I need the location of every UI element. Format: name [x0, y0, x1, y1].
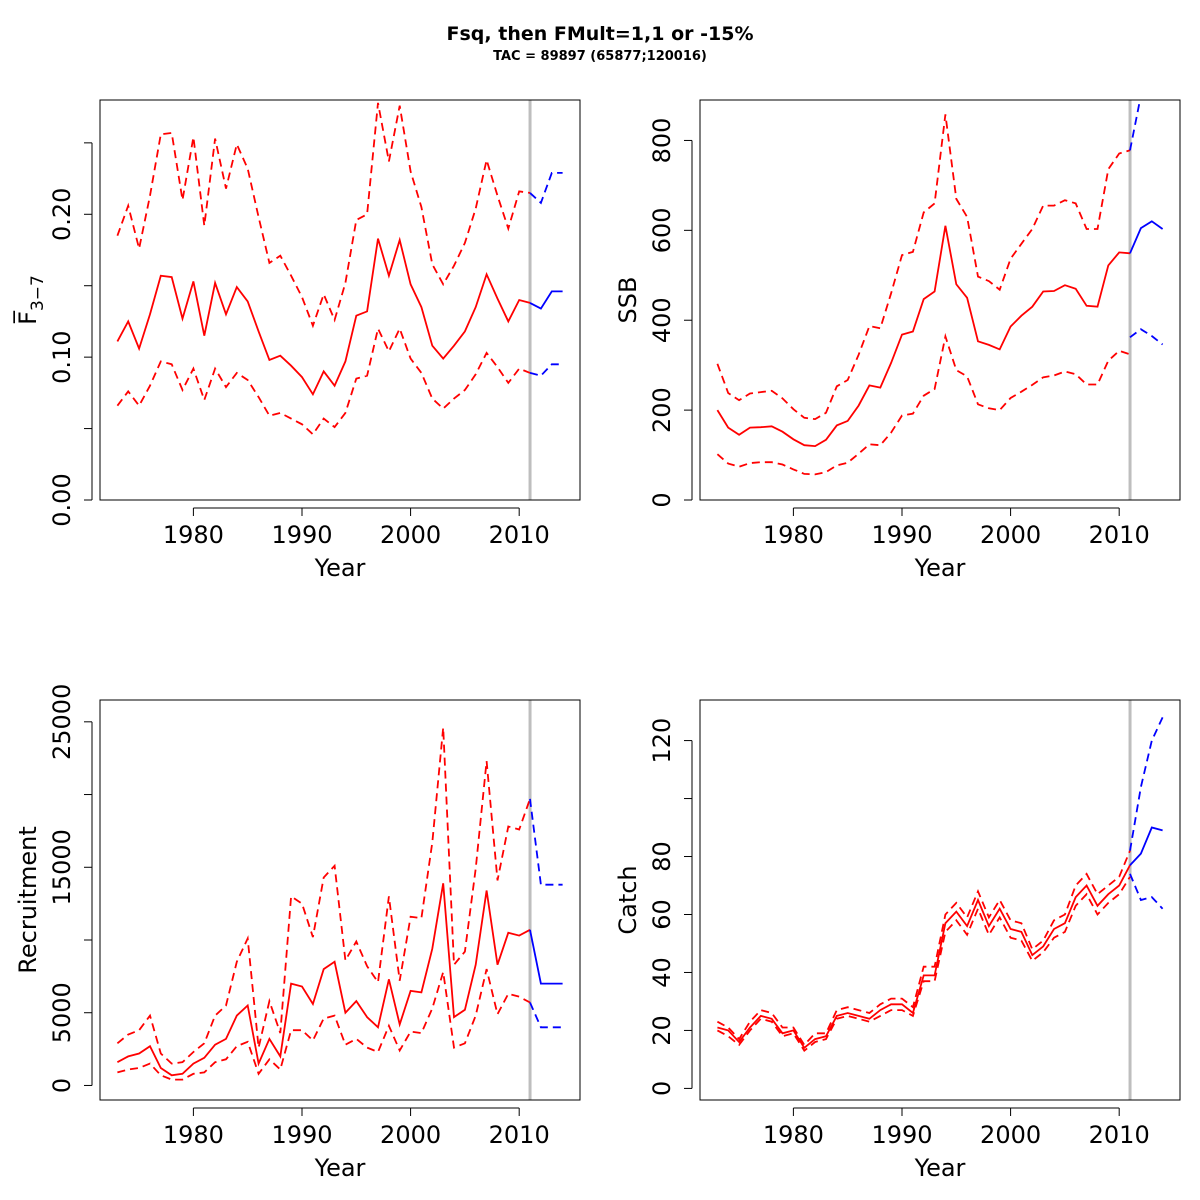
series-line-historic-lower: [716, 876, 1131, 1053]
x-axis-label: Year: [914, 1154, 966, 1182]
x-tick-label: 2010: [1089, 521, 1150, 549]
x-tick-label: 2010: [1089, 1121, 1150, 1149]
x-tick-label: 2000: [980, 521, 1041, 549]
series-line-historic-upper: [716, 114, 1131, 421]
x-tick-label: 1980: [763, 521, 824, 549]
y-axis-label: Recruitment: [14, 826, 42, 973]
series-line-historic-lower: [116, 325, 531, 436]
series-line-historic-mean: [716, 225, 1131, 448]
projection-line-projection-lower: [529, 363, 563, 377]
y-tick-label: 25000: [48, 684, 76, 760]
projection-line-projection-upper: [529, 171, 563, 205]
y-tick-label: 0.10: [48, 330, 76, 383]
y-axis-label: F̅3−7: [13, 275, 48, 325]
projection-line-projection-lower: [529, 1002, 563, 1029]
y-axis-label: SSB: [614, 277, 642, 324]
y-tick-label: 0.20: [48, 188, 76, 241]
projection-line-projection-mean: [529, 929, 563, 985]
x-tick-label: 2000: [980, 1121, 1041, 1149]
series-group: [116, 102, 563, 436]
y-axis-label: Catch: [614, 865, 642, 934]
series-line-historic-upper: [116, 727, 531, 1065]
y-tick-label: 5000: [48, 982, 76, 1043]
y-tick-label: 0.00: [48, 473, 76, 526]
y-tick-label: 400: [648, 297, 676, 343]
series-line-historic-mean: [116, 236, 531, 397]
x-tick-label: 1980: [163, 521, 224, 549]
x-tick-label: 2000: [380, 1121, 441, 1149]
projection-line-projection-upper: [1129, 100, 1141, 151]
y-tick-label: 60: [648, 899, 676, 930]
y-tick-label: 0: [648, 1081, 676, 1096]
x-axis-label: Year: [314, 554, 366, 582]
recruitment-panel: 1980 1990 2000 2010 Year 0 5000 15000 25000 Recru…: [14, 684, 581, 1182]
x-tick-label: 1990: [271, 521, 332, 549]
y-tick-label: 0: [648, 492, 676, 507]
catch-panel: 1980 1990 2000 2010 Year 0 20 40 60 80 120 Catch: [614, 699, 1181, 1182]
x-tick-label: 1990: [871, 1121, 932, 1149]
projection-line-projection-mean: [529, 290, 563, 310]
series-line-historic-mean: [717, 864, 1131, 1050]
y-tick-label: 20: [648, 1015, 676, 1046]
x-tick-label: 2000: [380, 521, 441, 549]
y-tick-label: 40: [648, 957, 676, 988]
x-tick-label: 1990: [871, 521, 932, 549]
y-tick-label: 0: [48, 1078, 76, 1093]
x-tick-label: 2010: [489, 1121, 550, 1149]
plot-frame: [99, 699, 581, 1101]
chart-panels: 1980 1990 2000 2010Year0.000.100.20F̅3−7198…: [13, 99, 1181, 1182]
y-tick-label: 600: [648, 207, 676, 253]
projection-line-projection-lower: [1129, 873, 1164, 910]
x-tick-label: 1980: [163, 1121, 224, 1149]
figure-subtitle: TAC = 89897 (65877;120016): [493, 49, 707, 64]
y-tick-label: 15000: [48, 829, 76, 905]
x-axis-label: Year: [914, 554, 966, 582]
series-line-historic-upper: [116, 102, 531, 329]
plot-frame: [699, 699, 1181, 1101]
series-line-historic-upper: [716, 850, 1131, 1047]
plot-frame: [699, 99, 1181, 501]
x-tick-label: 2010: [489, 521, 550, 549]
x-tick-label: 1980: [763, 1121, 824, 1149]
series-group: [716, 717, 1164, 1053]
series-line-historic-lower: [117, 968, 531, 1081]
series-line-historic-lower: [716, 332, 1131, 476]
figure-title: Fsq, then FMult=1,1 or -15%: [447, 23, 754, 45]
x-axis-label: Year: [314, 1154, 366, 1182]
plot-frame: [99, 99, 581, 501]
series-line-historic-mean: [116, 883, 531, 1077]
ssb-panel: 1980 1990 2000 2010 Year 0 200 400 600 800 SSB: [614, 99, 1181, 582]
projection-line-projection-mean: [1129, 826, 1163, 866]
series-group: [716, 100, 1164, 476]
projection-line-projection-upper: [1129, 717, 1164, 851]
projection-line-projection-upper: [529, 798, 563, 886]
y-tick-label: 800: [648, 118, 676, 164]
f-panel: 1980 1990 2000 2010 Year 0.00 0.10 0.20 F̅3−7: [13, 99, 581, 582]
projection-line-projection-mean: [1129, 220, 1164, 254]
x-tick-label: 1990: [271, 1121, 332, 1149]
series-group: [116, 727, 563, 1081]
y-tick-label: 200: [648, 387, 676, 433]
projection-line-projection-lower: [1129, 328, 1164, 346]
y-tick-label: 80: [648, 841, 676, 872]
y-tick-label: 120: [648, 718, 676, 764]
